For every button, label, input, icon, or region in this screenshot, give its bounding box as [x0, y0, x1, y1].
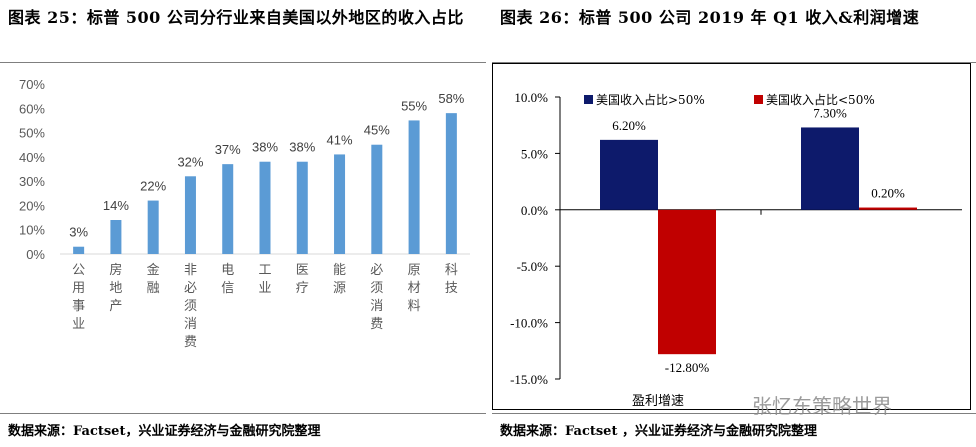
- wechat-watermark: 张忆东策略世界: [752, 394, 892, 418]
- legend-label: 美国收入占比>50%: [596, 92, 705, 107]
- category-label: 房地产: [109, 262, 122, 314]
- data-label: 0.20%: [871, 186, 905, 201]
- right-source-note: 数据来源：Factset ，兴业证券经济与金融研究院整理: [500, 424, 817, 439]
- y-tick-label: 10.0%: [514, 90, 548, 105]
- category-label: 金融: [147, 262, 160, 296]
- data-label: 32%: [177, 154, 203, 169]
- category-label: 必须消费: [370, 263, 383, 332]
- data-label: -12.80%: [665, 360, 710, 375]
- right-title-divider: [492, 62, 976, 63]
- right-source-divider: [492, 413, 976, 414]
- bar: [371, 144, 383, 254]
- bar: [859, 207, 917, 210]
- y-tick-label: 0%: [26, 247, 45, 262]
- y-tick-label: 10%: [19, 223, 45, 238]
- data-label: 55%: [401, 98, 427, 113]
- category-label: 原材料: [408, 263, 421, 314]
- bar: [658, 209, 716, 355]
- left-chart-panel: 图表 25：标普 500 公司分行业来自美国以外地区的收入占比 0% 10% 20%…: [0, 0, 486, 447]
- data-label: 38%: [289, 140, 315, 155]
- category-label: 科技: [445, 263, 458, 296]
- left-bar-chart: 0% 10% 20% 30% 40% 50% 60% 70% 3% 公用事业 14% 房地产 22% 金融…: [19, 77, 470, 350]
- category-label: 非必须消费: [184, 263, 197, 350]
- category-label: 盈利增速: [632, 394, 684, 409]
- legend-label: 美国收入占比<50%: [766, 92, 875, 107]
- category-label: 医疗: [296, 263, 309, 296]
- y-tick-label: 5.0%: [521, 146, 548, 161]
- category-label: 能源: [333, 263, 346, 296]
- data-label: 38%: [252, 140, 278, 155]
- y-tick-label: 60%: [19, 101, 45, 116]
- bar: [259, 161, 271, 254]
- right-bar-chart: 10.0% 5.0% 0.0% -5.0% -10.0% -15.0% 6.20% -12.8…: [492, 63, 971, 410]
- bar: [445, 113, 457, 255]
- y-tick-label: 0.0%: [521, 203, 548, 218]
- bar: [147, 200, 159, 254]
- category-label: 电信: [221, 263, 234, 296]
- left-title-divider: [0, 62, 486, 63]
- bar: [600, 139, 658, 210]
- data-label: 45%: [364, 123, 390, 138]
- y-tick-label: -10.0%: [510, 316, 548, 331]
- category-label: 工业: [258, 263, 271, 296]
- data-label: 41%: [327, 132, 353, 147]
- left-chart-title: 图表 25：标普 500 公司分行业来自美国以外地区的收入占比: [8, 8, 464, 27]
- bar: [184, 176, 196, 254]
- data-label: 22%: [140, 179, 166, 194]
- data-label: 6.20%: [612, 118, 646, 133]
- data-label: 37%: [215, 142, 241, 157]
- bar: [801, 127, 859, 210]
- bar: [73, 246, 85, 254]
- left-source-note: 数据来源：Factset，兴业证券经济与金融研究院整理: [8, 424, 321, 439]
- y-tick-label: 40%: [19, 150, 45, 165]
- data-label: 58%: [438, 91, 464, 106]
- y-tick-label: -15.0%: [510, 372, 548, 387]
- bar: [110, 220, 122, 254]
- right-chart-panel: 图表 26：标普 500 公司 2019 年 Q1 收入&利润增速 10.0% 5…: [492, 0, 976, 447]
- bar: [296, 161, 308, 254]
- y-tick-label: 20%: [19, 198, 45, 213]
- right-chart-title: 图表 26：标普 500 公司 2019 年 Q1 收入&利润增速: [500, 8, 920, 27]
- bar: [222, 164, 234, 254]
- bar: [408, 120, 420, 254]
- y-tick-label: 50%: [19, 126, 45, 141]
- legend-swatch: [754, 95, 763, 104]
- y-tick-label: 70%: [19, 77, 45, 92]
- category-label: 公用事业: [72, 263, 85, 332]
- y-tick-label: 30%: [19, 174, 45, 189]
- chart-frame: [492, 63, 971, 410]
- legend-swatch: [584, 95, 593, 104]
- left-source-divider: [0, 413, 486, 414]
- data-label: 3%: [69, 225, 88, 240]
- data-label: 7.30%: [813, 105, 847, 120]
- data-label: 14%: [103, 198, 129, 213]
- bar: [334, 154, 346, 254]
- y-tick-label: -5.0%: [517, 259, 549, 274]
